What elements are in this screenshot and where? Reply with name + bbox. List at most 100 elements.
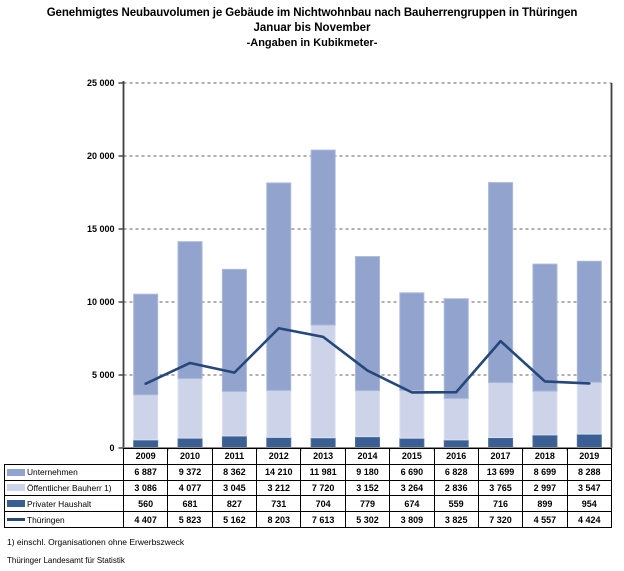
- bar-segment-privater-haushalt: [133, 439, 159, 449]
- bar-segment--ffentlicher-bauherr-: [266, 389, 292, 438]
- data-table: 2009 2010 2011 2012 2013 2014 2015 2016 2017 2018…: [4, 448, 613, 528]
- value-cell: 716: [477, 495, 524, 513]
- value-cell: 681: [167, 495, 213, 513]
- value-cell: 9 180: [344, 463, 391, 481]
- series-label-text: Öffentlicher Bauherr 1): [27, 482, 112, 493]
- y-tick-label: 25 000: [87, 78, 115, 88]
- year-header-cell: 2018: [522, 448, 568, 465]
- line-series: [144, 326, 591, 394]
- bar-segment--ffentlicher-bauherr-: [576, 381, 602, 435]
- table-series-row: Unternehmen 6 887 9 372 8 362 14 210 11 981 9 …: [4, 463, 613, 481]
- bar-segment-privater-haushalt: [221, 435, 247, 449]
- chart-title: Genehmigtes Neubauvolumen je Gebäude im …: [46, 7, 578, 19]
- value-cell: 4 557: [522, 511, 568, 528]
- year-header-cell: 2014: [344, 448, 391, 465]
- value-cell: 8 699: [522, 463, 568, 481]
- table-series-row: Thüringen 4 407 5 823 5 162 8 203 7 613 5 302 3…: [4, 511, 613, 528]
- year-header-cell: 2017: [477, 448, 524, 465]
- source-text: Thüringer Landesamt für Statistik: [7, 556, 125, 565]
- value-cell: 3 765: [477, 479, 524, 497]
- value-cell: 3 045: [211, 479, 258, 497]
- bar-segment-privater-haushalt: [488, 437, 514, 449]
- value-cell: 8 288: [566, 463, 613, 481]
- value-cell: 14 210: [256, 463, 302, 481]
- bar-segment-unternehmen: [532, 263, 558, 392]
- value-cell: 5 823: [167, 511, 213, 528]
- value-cell: 6 828: [433, 463, 479, 481]
- bar-segment--ffentlicher-bauherr-: [221, 390, 247, 437]
- bar-segment-unternehmen: [177, 241, 203, 380]
- value-cell: 5 162: [211, 511, 258, 528]
- bar-segment-privater-haushalt: [443, 439, 469, 449]
- value-cell: 2 997: [522, 479, 568, 497]
- legend-bar-swatch: [7, 468, 25, 476]
- year-header-cell: 2011: [211, 448, 258, 465]
- value-cell: 3 152: [344, 479, 391, 497]
- value-cell: 899: [522, 495, 568, 513]
- bar-segment-privater-haushalt: [399, 437, 425, 449]
- bar-segment-privater-haushalt: [177, 437, 203, 449]
- bar-segment-privater-haushalt: [576, 433, 602, 449]
- series-label-text: Privater Haushalt: [27, 498, 92, 509]
- value-cell: 3 825: [433, 511, 479, 528]
- value-cell: 9 372: [167, 463, 213, 481]
- table-series-row: Privater Haushalt 560 681 827 731 704 779 674 55…: [4, 495, 613, 513]
- year-header-cell: 2015: [389, 448, 435, 465]
- bar-segment--ffentlicher-bauherr-: [177, 378, 203, 439]
- value-cell: 7 613: [300, 511, 346, 528]
- year-header-cell: 2019: [566, 448, 613, 465]
- bar-segment-unternehmen: [310, 149, 336, 326]
- chart-subtitle-period: Januar bis November: [253, 22, 371, 34]
- series-label-cell: Unternehmen: [4, 463, 124, 481]
- y-tick-label: 15 000: [87, 224, 115, 234]
- bar-segment-unternehmen: [576, 260, 602, 383]
- bar-segment--ffentlicher-bauherr-: [443, 397, 469, 441]
- bar-segment-privater-haushalt: [355, 436, 380, 449]
- value-cell: 674: [389, 495, 435, 513]
- table-corner-cell: [5, 449, 124, 465]
- value-cell: 954: [566, 495, 613, 513]
- value-cell: 4 077: [167, 479, 213, 497]
- chart-subtitle-units: -Angaben in Kubikmeter-: [246, 37, 378, 49]
- legend-line-swatch: [7, 518, 25, 521]
- value-cell: 11 981: [300, 463, 346, 481]
- table-series-row: Öffentlicher Bauherr 1) 3 086 4 077 3 045 3 …: [4, 479, 613, 497]
- bar-segment-unternehmen: [399, 292, 425, 392]
- value-cell: 4 424: [566, 511, 613, 528]
- legend-bar-swatch: [7, 484, 25, 492]
- series-label-cell: Öffentlicher Bauherr 1): [4, 479, 124, 497]
- year-header-cell: 2016: [433, 448, 479, 465]
- value-cell: 7 320: [477, 511, 524, 528]
- value-cell: 704: [300, 495, 346, 513]
- year-header-cell: 2010: [167, 448, 213, 465]
- value-cell: 560: [122, 495, 169, 513]
- bar-segment-unternehmen: [133, 293, 159, 396]
- value-cell: 827: [211, 495, 258, 513]
- value-cell: 3 264: [389, 479, 435, 497]
- chart-title-block: Genehmigtes Neubauvolumen je Gebäude im …: [0, 7, 624, 49]
- series-label-text: Thüringen: [27, 514, 65, 525]
- value-cell: 13 699: [477, 463, 524, 481]
- bar-segment--ffentlicher-bauherr-: [133, 394, 159, 441]
- series-label-cell: Thüringen: [4, 511, 124, 528]
- value-cell: 731: [256, 495, 302, 513]
- value-cell: 5 302: [344, 511, 391, 528]
- value-cell: 2 836: [433, 479, 479, 497]
- y-tick-label: 10 000: [87, 297, 115, 307]
- value-cell: 3 809: [389, 511, 435, 528]
- value-cell: 6 887: [122, 463, 169, 481]
- value-cell: 4 407: [122, 511, 169, 528]
- year-header-cell: 2009: [122, 448, 169, 465]
- value-cell: 779: [344, 495, 391, 513]
- y-tick-label: 5 000: [92, 370, 115, 380]
- table-year-row: 2009 2010 2011 2012 2013 2014 2015 2016 2017 2018…: [5, 448, 613, 465]
- series-label-text: Unternehmen: [27, 467, 78, 478]
- y-tick-label: 0: [109, 443, 114, 452]
- value-cell: 3 212: [256, 479, 302, 497]
- value-cell: 7 720: [300, 479, 346, 497]
- bar-segment--ffentlicher-bauherr-: [532, 390, 558, 436]
- legend-bar-swatch: [7, 500, 25, 508]
- value-cell: 3 547: [566, 479, 613, 497]
- value-cell: 8 362: [211, 463, 258, 481]
